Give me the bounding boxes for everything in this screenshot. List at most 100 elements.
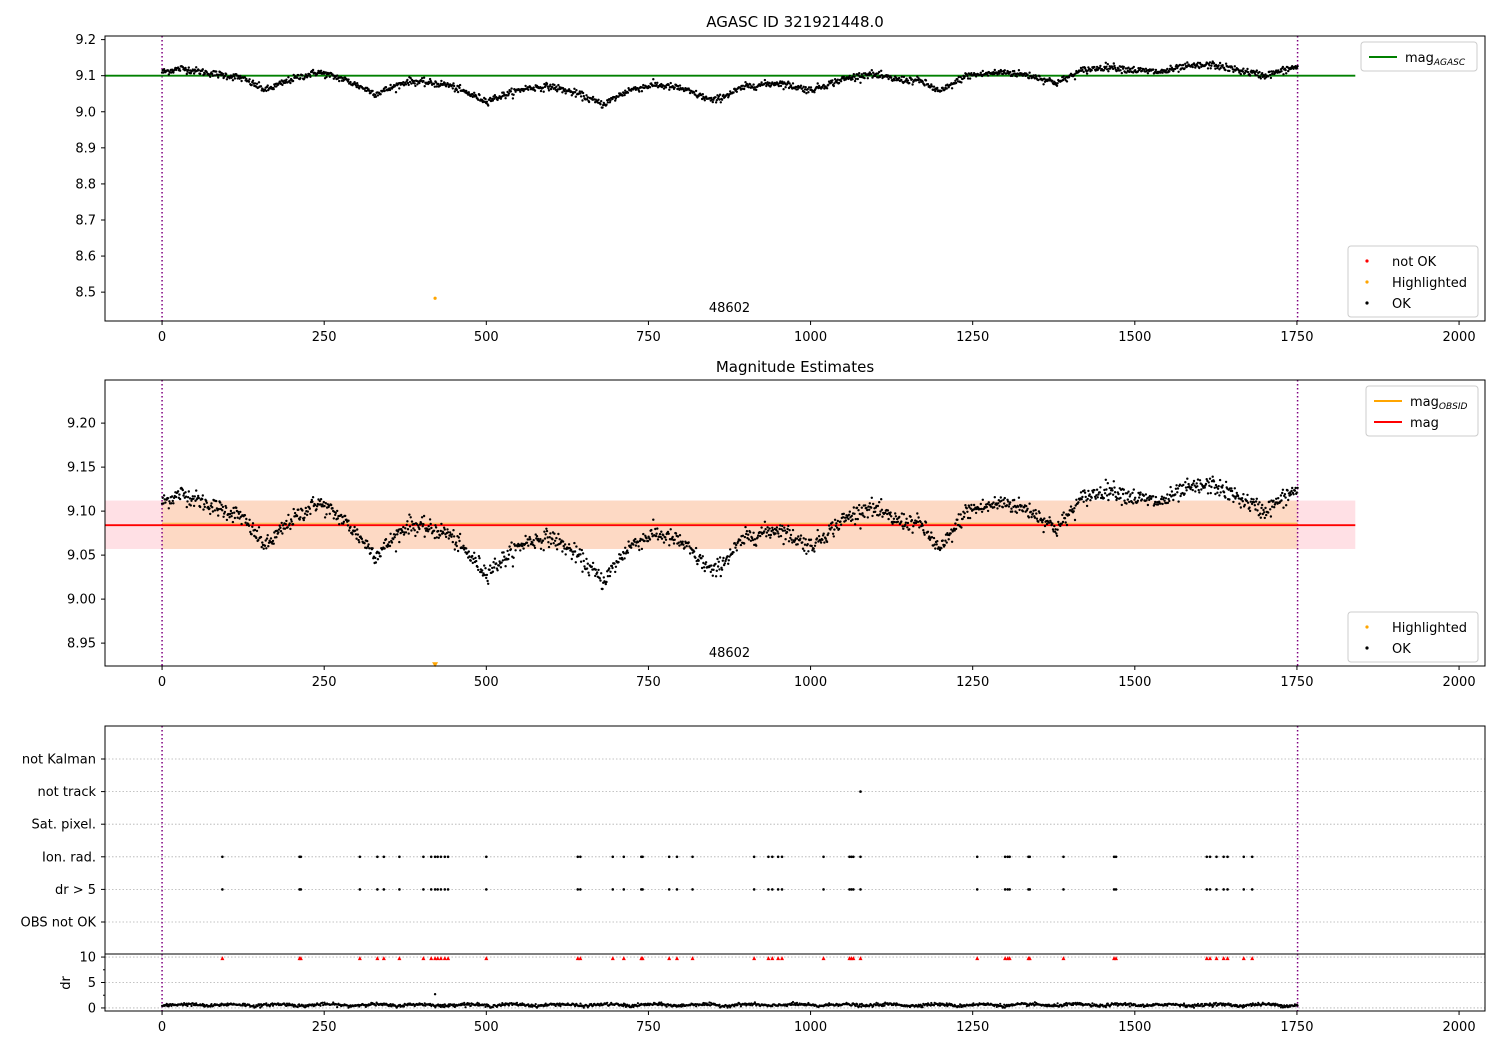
ok-point [1230, 487, 1233, 490]
dr-point [210, 1003, 213, 1006]
ok-point [253, 528, 257, 532]
ok-point [981, 498, 984, 501]
ok-point [966, 510, 969, 513]
ok-point [1011, 74, 1014, 78]
ok-point [739, 543, 743, 547]
ok-point [1113, 486, 1116, 489]
ok-point [776, 530, 779, 533]
x-tick-label: 1000 [794, 675, 827, 690]
ok-point [632, 543, 635, 546]
ok-point [535, 537, 538, 540]
ok-point [980, 510, 984, 513]
ok-point [1214, 492, 1217, 496]
ok-point [987, 501, 990, 504]
ok-point [281, 524, 285, 527]
ok-point [697, 559, 700, 562]
ok-point [872, 71, 875, 74]
ok-point [363, 542, 366, 545]
ok-point [1191, 65, 1194, 69]
ok-point [162, 502, 165, 505]
ok-point [871, 76, 874, 79]
ok-point [1220, 486, 1224, 489]
ok-point [856, 517, 859, 521]
ok-point [567, 543, 571, 546]
ok-point [413, 529, 416, 532]
ok-point [545, 529, 549, 533]
ok-point [292, 507, 295, 511]
ok-point [1263, 75, 1266, 78]
ok-point [1269, 515, 1273, 518]
ok-point [970, 503, 973, 507]
ok-point [633, 540, 636, 543]
ok-point [733, 542, 736, 545]
ok-point [622, 552, 626, 555]
ok-point [918, 526, 921, 529]
ok-point [543, 530, 546, 533]
ok-point [945, 87, 948, 90]
ok-point [412, 527, 415, 530]
ok-point [336, 509, 339, 513]
ok-point [555, 85, 558, 88]
ok-point [1113, 491, 1117, 494]
ok-point [1125, 502, 1128, 505]
ok-point [884, 511, 887, 515]
ok-point [1183, 67, 1186, 70]
ok-point [1285, 72, 1288, 75]
ok-point [900, 78, 903, 82]
ok-point [356, 84, 360, 87]
ok-point [1224, 496, 1227, 499]
ok-point [755, 88, 758, 92]
ok-point [1095, 488, 1099, 491]
ok-point [1239, 506, 1243, 509]
ok-point [1204, 482, 1208, 486]
ok-point [553, 539, 557, 542]
ok-point [701, 93, 704, 96]
ok-point [847, 517, 850, 521]
ok-point [1033, 77, 1037, 80]
ok-point [842, 512, 845, 515]
ok-point [1159, 502, 1162, 505]
flag-point [780, 855, 784, 859]
ok-point [934, 89, 937, 93]
panel-title: AGASC ID 321921448.0 [706, 13, 884, 31]
ok-point [1119, 69, 1122, 72]
ok-point [1154, 68, 1158, 72]
x-tick-label: 2000 [1443, 675, 1476, 690]
ok-point [553, 532, 556, 535]
ok-point [764, 528, 767, 531]
ok-point [442, 526, 446, 529]
dr-point [930, 1001, 933, 1005]
ok-point [837, 81, 841, 85]
ok-point [1001, 506, 1004, 509]
ok-point [779, 84, 783, 88]
ok-point [857, 509, 860, 512]
ok-point [852, 73, 855, 76]
ok-point [1123, 499, 1126, 502]
ok-point [803, 549, 806, 552]
ok-point [688, 91, 692, 95]
dr-point [364, 1005, 367, 1009]
ok-point [923, 533, 926, 536]
ok-point [229, 512, 232, 516]
ok-point [920, 522, 924, 525]
ok-point [624, 89, 627, 92]
ok-point [821, 538, 824, 541]
ok-point [587, 574, 591, 577]
flag-point [1008, 855, 1011, 859]
dr-point [402, 1005, 406, 1008]
ok-point [688, 545, 691, 548]
ok-point [827, 532, 830, 535]
ok-point [1257, 503, 1260, 506]
ok-point [213, 509, 217, 512]
highlighted-point [433, 296, 437, 300]
ok-point [809, 86, 813, 89]
ok-point [202, 508, 205, 511]
ok-point [872, 502, 875, 506]
ok-point [1095, 494, 1098, 497]
ok-point [995, 503, 998, 506]
ok-point [532, 86, 535, 89]
ok-point [659, 535, 662, 539]
ok-point [652, 518, 655, 521]
dr-point [319, 1004, 322, 1007]
ok-point [392, 537, 395, 541]
